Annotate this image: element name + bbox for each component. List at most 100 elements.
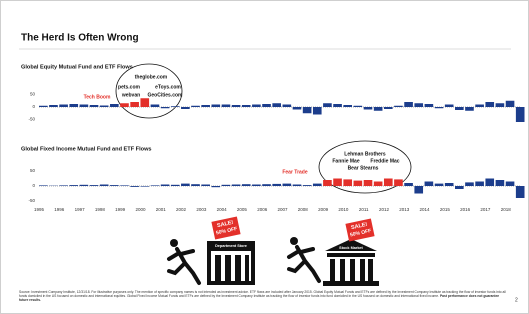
bar (333, 104, 342, 107)
bar (516, 107, 525, 122)
x-tick-label: 2004 (217, 207, 228, 212)
annotation: Lehman Brothers (344, 151, 386, 157)
x-tick-label: 2012 (379, 207, 390, 212)
bar (414, 186, 423, 194)
bar (445, 183, 454, 186)
bar (191, 184, 200, 186)
bar (49, 105, 58, 107)
bar (272, 184, 281, 186)
annotation: pets.com (118, 84, 141, 90)
bar (252, 185, 261, 187)
bar (516, 186, 525, 198)
bar (39, 185, 48, 186)
y-tick-label: 0 (32, 104, 35, 109)
bar (191, 106, 200, 107)
y-tick-label: 50 (30, 168, 36, 173)
bar (313, 184, 322, 186)
annotation: eToys.com (155, 84, 181, 90)
bar (384, 107, 393, 109)
bar (283, 184, 292, 186)
bar (242, 105, 251, 107)
bar (496, 180, 505, 186)
page: The Herd Is Often Wrong Global Equity Mu… (0, 0, 529, 314)
bar (262, 184, 271, 186)
x-tick-label: 1997 (75, 207, 86, 212)
bar (201, 105, 210, 107)
bar (69, 104, 78, 107)
bar (120, 185, 129, 186)
bar (232, 185, 241, 187)
chart-title: Global Equity Mutual Fund and ETF Flows (21, 64, 133, 70)
building-label: Department Store (215, 244, 247, 248)
bar (465, 107, 474, 111)
bar (130, 102, 139, 107)
bar (211, 105, 220, 108)
x-tick-label: 2015 (440, 207, 451, 212)
bar (171, 106, 180, 107)
bar (222, 105, 231, 108)
x-tick-label: 1998 (95, 207, 106, 212)
x-tick-label: 2001 (156, 207, 167, 212)
bar (293, 185, 302, 187)
bar (151, 105, 160, 108)
bar (80, 105, 89, 108)
annotation: GeoCities.com (147, 92, 183, 98)
bar (455, 107, 464, 110)
chart-title: Global Fixed Income Mutual Fund and ETF … (21, 146, 152, 152)
bar (272, 103, 281, 107)
bar (333, 179, 342, 187)
x-tick-label: 2006 (257, 207, 268, 212)
bar (80, 185, 89, 186)
footnote-text: Source: Investment Company Institute, 12… (19, 290, 506, 298)
bar (485, 102, 494, 107)
bar (364, 107, 373, 110)
bar (303, 107, 312, 113)
bar (404, 102, 413, 107)
bar (404, 183, 413, 186)
bar (323, 103, 332, 107)
bar (140, 98, 149, 107)
bar (161, 107, 170, 108)
annotation: Freddie Mac (370, 158, 399, 164)
x-tick-label: 2008 (298, 207, 309, 212)
bar (303, 185, 312, 186)
bar (384, 179, 393, 187)
x-tick-label: 2003 (196, 207, 207, 212)
bar (100, 106, 109, 108)
bar (445, 105, 454, 108)
bar (455, 186, 464, 189)
x-tick-label: 2005 (237, 207, 248, 212)
bar (161, 185, 170, 187)
chart: The Herd Is Often Wrong Global Equity Mu… (1, 1, 528, 313)
bar (354, 106, 363, 107)
annotation: theglobe.com (135, 74, 168, 80)
x-tick-label: 1999 (115, 207, 126, 212)
footnote: Source: Investment Company Institute, 12… (19, 290, 507, 302)
x-tick-label: 1995 (34, 207, 45, 212)
bar (171, 185, 180, 186)
y-tick-label: 50 (30, 92, 36, 97)
bar (100, 185, 109, 187)
bar (110, 104, 119, 107)
bar (69, 185, 78, 186)
x-tick-label: 2009 (318, 207, 329, 212)
bar (293, 107, 302, 110)
page-title: The Herd Is Often Wrong (21, 33, 139, 44)
bar (323, 180, 332, 186)
bar (343, 105, 352, 107)
bar (151, 185, 160, 186)
x-tick-label: 2013 (399, 207, 410, 212)
bar (374, 182, 383, 187)
annotation: Fear Trade (282, 169, 308, 175)
bar (364, 180, 373, 186)
bar (496, 103, 505, 107)
bar (181, 184, 190, 186)
annotation: webvan (121, 92, 140, 98)
bar (475, 105, 484, 108)
y-tick-label: -50 (28, 198, 35, 203)
bar (435, 107, 444, 108)
x-tick-label: 2018 (501, 207, 512, 212)
illustration: SALE! 50% OFF SALE! 50% OFF Department S… (169, 216, 379, 286)
bar (394, 106, 403, 107)
annotation: Tech Boom (84, 94, 111, 100)
